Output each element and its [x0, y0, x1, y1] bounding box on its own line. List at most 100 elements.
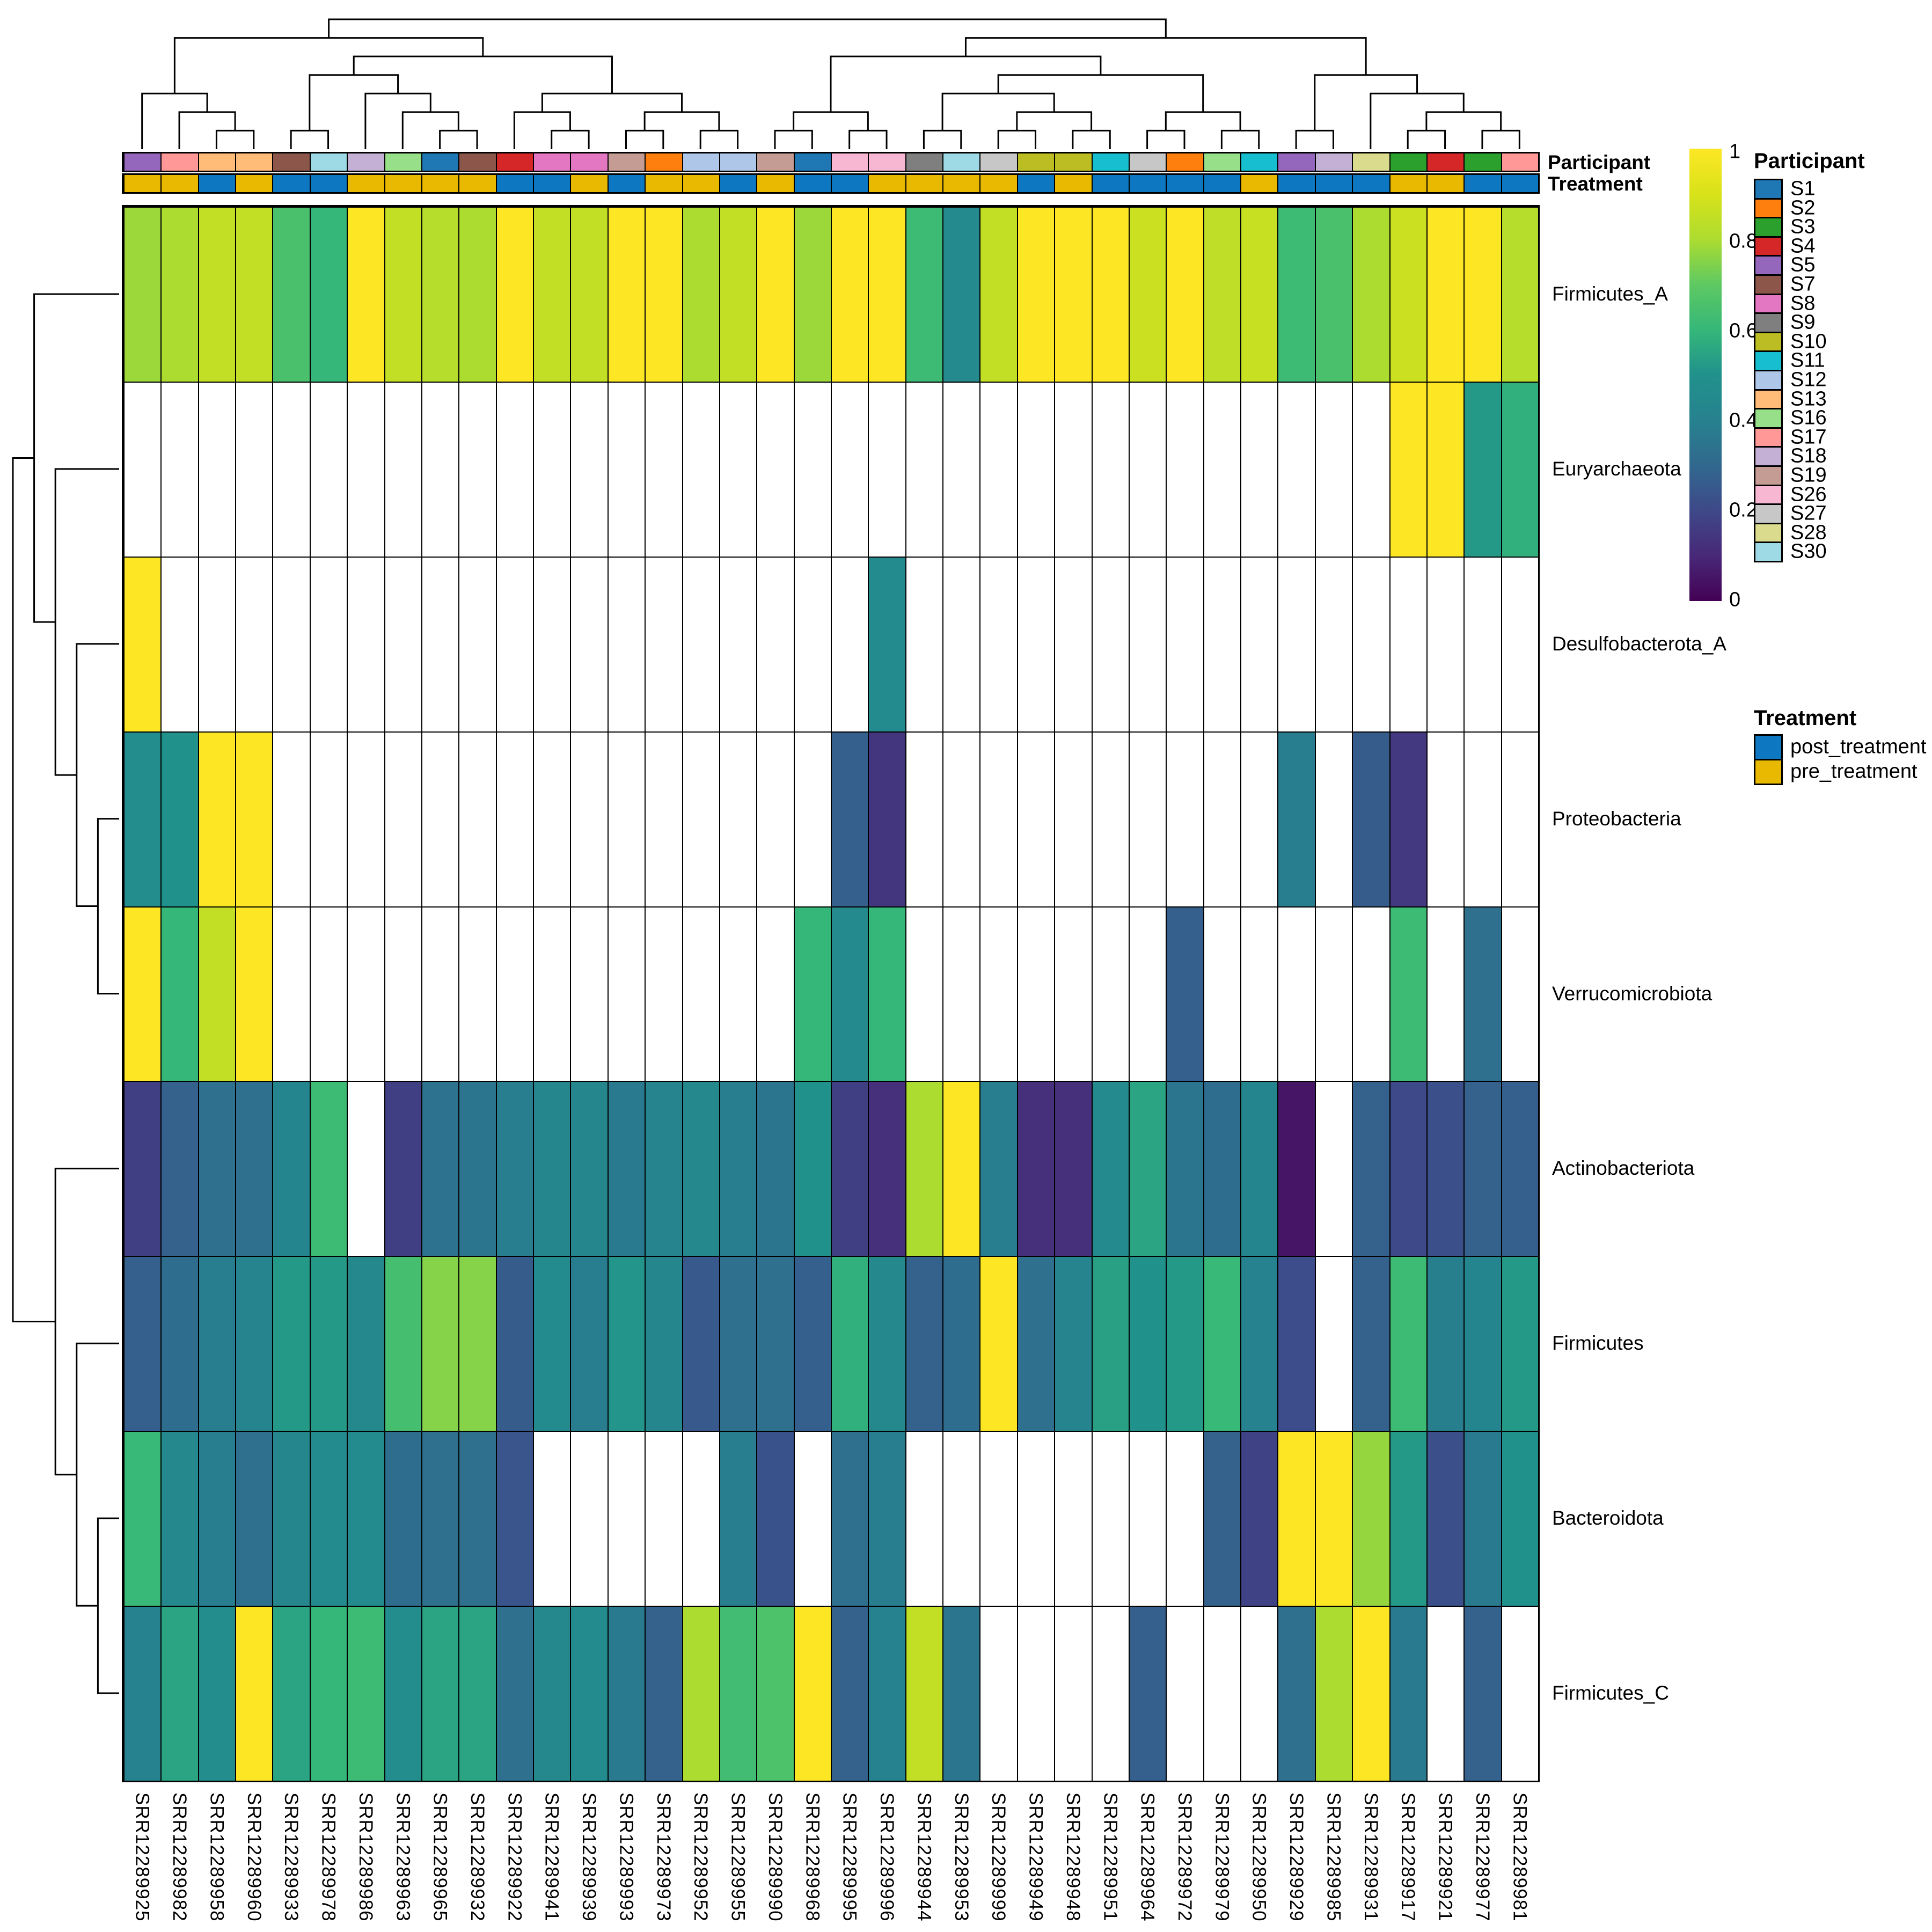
- heatmap-cell: [123, 1431, 162, 1607]
- heatmap-cell: [197, 381, 237, 558]
- row-dendrogram: [12, 293, 119, 1694]
- column-label: SRR12289948: [1062, 1792, 1084, 1922]
- column-label: SRR12289929: [1286, 1792, 1307, 1922]
- heatmap-cell: [421, 556, 460, 733]
- participant-legend-label: S19: [1790, 464, 1827, 487]
- row-label: Firmicutes_A: [1552, 282, 1668, 305]
- participant-legend-swatch: [1754, 217, 1783, 238]
- heatmap-cell: [979, 207, 1018, 383]
- heatmap-cell: [979, 731, 1018, 908]
- column-label: SRR12289951: [1100, 1792, 1121, 1922]
- heatmap-cell: [682, 1256, 720, 1432]
- participant-annotation-cell: [1463, 152, 1502, 172]
- heatmap-cell: [1091, 207, 1130, 383]
- row-label: Actinobacteriota: [1552, 1157, 1695, 1180]
- treatment-annotation-cell: [719, 174, 758, 193]
- participant-legend-label: S16: [1790, 406, 1827, 429]
- heatmap-cell: [1166, 1431, 1204, 1607]
- participant-annotation-cell: [719, 152, 758, 172]
- heatmap-cell: [384, 1081, 422, 1257]
- heatmap-cell: [421, 731, 460, 908]
- heatmap-cell: [570, 381, 609, 558]
- heatmap-cell: [533, 731, 572, 908]
- column-label: SRR12289993: [616, 1792, 637, 1922]
- participant-legend-swatch: [1754, 503, 1783, 524]
- heatmap-cell: [682, 207, 720, 383]
- heatmap-cell: [458, 731, 497, 908]
- treatment-annotation-cell: [942, 174, 981, 193]
- heatmap-cell: [1352, 1431, 1391, 1607]
- heatmap-cell: [1054, 1431, 1093, 1607]
- heatmap-cell: [384, 906, 422, 1082]
- heatmap-cell: [1426, 1081, 1465, 1257]
- row-label: Firmicutes: [1552, 1332, 1644, 1355]
- heatmap-cell: [979, 1256, 1018, 1432]
- heatmap-cell: [682, 731, 720, 908]
- heatmap-cell: [197, 1606, 237, 1782]
- heatmap-cell: [1389, 207, 1428, 383]
- heatmap-cell: [1426, 381, 1465, 558]
- heatmap-cell: [1314, 1081, 1353, 1257]
- column-label: SRR12289995: [839, 1792, 860, 1922]
- treatment-annotation-cell: [495, 174, 535, 193]
- participant-annotation-cell: [1166, 152, 1204, 172]
- treatment-annotation-cell: [793, 174, 832, 193]
- heatmap-cell: [831, 1431, 869, 1607]
- participant-legend-swatch: [1754, 522, 1783, 544]
- heatmap-cell: [1501, 731, 1539, 908]
- heatmap-cell: [235, 1606, 274, 1782]
- heatmap-cell: [533, 381, 572, 558]
- heatmap-cell: [384, 1606, 422, 1782]
- heatmap-cell: [682, 1431, 720, 1607]
- heatmap-cell: [1426, 207, 1465, 383]
- treatment-legend-label: pre_treatment: [1790, 760, 1918, 783]
- heatmap-cell: [1277, 207, 1316, 383]
- heatmap-cell: [1054, 1256, 1093, 1432]
- heatmap-cell: [979, 1606, 1018, 1782]
- heatmap-cell: [197, 556, 237, 733]
- heatmap-cell: [347, 556, 385, 733]
- participant-annotation-cell: [421, 152, 460, 172]
- heatmap-cell: [1016, 207, 1056, 383]
- heatmap-cell: [831, 731, 869, 908]
- heatmap-cell: [719, 906, 758, 1082]
- heatmap-cell: [1277, 381, 1316, 558]
- heatmap-cell: [793, 1606, 832, 1782]
- heatmap-cell: [1277, 1256, 1316, 1432]
- heatmap-cell: [1501, 906, 1539, 1082]
- participant-annotation-cell: [458, 152, 497, 172]
- heatmap-cell: [719, 1606, 758, 1782]
- heatmap-cell: [1016, 1431, 1056, 1607]
- participant-legend-label: S4: [1790, 235, 1816, 258]
- heatmap-cell: [570, 1431, 609, 1607]
- heatmap-cell: [1166, 1081, 1204, 1257]
- heatmap-cell: [719, 731, 758, 908]
- heatmap-cell: [235, 556, 274, 733]
- heatmap-cell: [1091, 1081, 1130, 1257]
- participant-legend-swatch: [1754, 427, 1783, 448]
- heatmap-cell: [1203, 1431, 1242, 1607]
- treatment-annotation-cell: [1352, 174, 1391, 193]
- heatmap-cell: [309, 207, 348, 383]
- participant-annotation-cell: [1426, 152, 1465, 172]
- heatmap-cell: [645, 1431, 683, 1607]
- heatmap-cell: [1240, 731, 1279, 908]
- heatmap-cell: [1166, 381, 1204, 558]
- participant-annotation-cell: [868, 152, 906, 172]
- heatmap-cell: [756, 731, 795, 908]
- heatmap-cell: [1128, 1081, 1167, 1257]
- heatmap-cell: [533, 556, 572, 733]
- heatmap-cell: [160, 381, 199, 558]
- heatmap-cell: [1128, 1256, 1167, 1432]
- participant-legend-swatch: [1754, 293, 1783, 314]
- heatmap-cell: [458, 1081, 497, 1257]
- treatment-annotation-cell: [831, 174, 869, 193]
- participant-annotation-cell: [793, 152, 832, 172]
- heatmap-cell: [495, 207, 535, 383]
- heatmap-cell: [1054, 556, 1093, 733]
- heatmap-cell: [607, 906, 646, 1082]
- treatment-annotation-cell: [756, 174, 795, 193]
- heatmap-cell: [1463, 1431, 1502, 1607]
- participant-legend-swatch: [1754, 541, 1783, 562]
- heatmap-cell: [979, 1431, 1018, 1607]
